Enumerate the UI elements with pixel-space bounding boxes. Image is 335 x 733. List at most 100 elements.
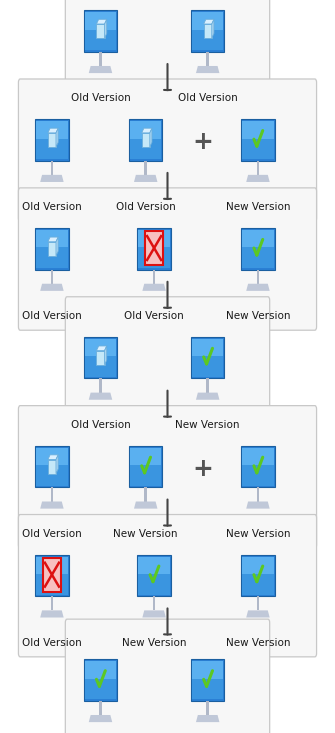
Polygon shape <box>246 501 270 509</box>
Polygon shape <box>48 128 58 133</box>
FancyBboxPatch shape <box>36 139 68 159</box>
FancyBboxPatch shape <box>35 446 69 487</box>
Polygon shape <box>40 175 64 182</box>
FancyBboxPatch shape <box>192 339 223 358</box>
FancyBboxPatch shape <box>48 242 56 256</box>
FancyBboxPatch shape <box>51 161 53 175</box>
FancyBboxPatch shape <box>130 448 161 467</box>
FancyBboxPatch shape <box>36 556 68 575</box>
Polygon shape <box>40 501 64 509</box>
FancyBboxPatch shape <box>48 460 56 474</box>
Polygon shape <box>196 393 219 399</box>
FancyBboxPatch shape <box>51 270 53 284</box>
Polygon shape <box>142 284 166 291</box>
FancyBboxPatch shape <box>18 405 317 548</box>
FancyBboxPatch shape <box>35 228 69 270</box>
FancyBboxPatch shape <box>36 465 68 486</box>
FancyBboxPatch shape <box>138 574 170 594</box>
FancyBboxPatch shape <box>242 556 274 575</box>
FancyBboxPatch shape <box>241 119 275 161</box>
FancyBboxPatch shape <box>51 487 53 501</box>
Text: +: + <box>192 130 213 154</box>
FancyBboxPatch shape <box>257 487 259 501</box>
Polygon shape <box>89 715 112 722</box>
FancyBboxPatch shape <box>242 230 274 249</box>
FancyBboxPatch shape <box>65 619 270 733</box>
Polygon shape <box>56 128 58 147</box>
FancyBboxPatch shape <box>99 701 102 715</box>
Polygon shape <box>40 611 64 617</box>
Polygon shape <box>105 19 107 38</box>
Polygon shape <box>96 19 107 24</box>
FancyBboxPatch shape <box>191 337 224 378</box>
Polygon shape <box>196 66 219 73</box>
FancyBboxPatch shape <box>65 0 270 112</box>
FancyBboxPatch shape <box>85 339 116 358</box>
Text: New Version: New Version <box>226 311 290 321</box>
FancyBboxPatch shape <box>36 574 68 594</box>
FancyBboxPatch shape <box>242 574 274 594</box>
Text: Old Version: Old Version <box>22 528 82 539</box>
FancyBboxPatch shape <box>257 161 259 175</box>
FancyBboxPatch shape <box>242 139 274 159</box>
Polygon shape <box>89 393 112 399</box>
FancyBboxPatch shape <box>144 487 147 501</box>
FancyBboxPatch shape <box>142 133 150 147</box>
Polygon shape <box>142 128 152 133</box>
Text: New Version: New Version <box>122 638 186 647</box>
Polygon shape <box>196 715 219 722</box>
FancyBboxPatch shape <box>85 356 116 377</box>
Polygon shape <box>40 284 64 291</box>
Polygon shape <box>56 237 58 256</box>
FancyBboxPatch shape <box>43 558 61 592</box>
Polygon shape <box>142 611 166 617</box>
Polygon shape <box>134 175 157 182</box>
Text: Old Version: Old Version <box>22 638 82 647</box>
FancyBboxPatch shape <box>153 270 155 284</box>
FancyBboxPatch shape <box>144 161 147 175</box>
Polygon shape <box>150 128 152 147</box>
Polygon shape <box>246 611 270 617</box>
Text: Old Version: Old Version <box>178 93 238 103</box>
FancyBboxPatch shape <box>137 228 171 270</box>
Polygon shape <box>246 175 270 182</box>
Polygon shape <box>212 19 214 38</box>
FancyBboxPatch shape <box>18 515 317 657</box>
Text: Old Version: Old Version <box>116 202 176 212</box>
FancyBboxPatch shape <box>206 52 209 66</box>
FancyBboxPatch shape <box>192 29 223 51</box>
Polygon shape <box>134 501 157 509</box>
FancyBboxPatch shape <box>192 356 223 377</box>
Text: +: + <box>192 457 213 481</box>
FancyBboxPatch shape <box>65 297 270 439</box>
FancyBboxPatch shape <box>241 228 275 270</box>
Text: Old Version: Old Version <box>71 420 130 430</box>
FancyBboxPatch shape <box>84 660 117 701</box>
FancyBboxPatch shape <box>85 661 116 680</box>
FancyBboxPatch shape <box>35 119 69 161</box>
Text: Old Version: Old Version <box>22 202 82 212</box>
FancyBboxPatch shape <box>145 231 163 265</box>
FancyBboxPatch shape <box>36 230 68 249</box>
FancyBboxPatch shape <box>191 10 224 52</box>
Text: New Version: New Version <box>114 528 178 539</box>
Text: Old Version: Old Version <box>71 93 130 103</box>
FancyBboxPatch shape <box>129 446 162 487</box>
FancyBboxPatch shape <box>96 350 105 365</box>
FancyBboxPatch shape <box>242 248 274 268</box>
FancyBboxPatch shape <box>257 270 259 284</box>
FancyBboxPatch shape <box>130 465 161 486</box>
FancyBboxPatch shape <box>129 119 162 161</box>
FancyBboxPatch shape <box>257 596 259 611</box>
FancyBboxPatch shape <box>206 378 209 393</box>
FancyBboxPatch shape <box>192 679 223 699</box>
FancyBboxPatch shape <box>18 188 317 330</box>
Polygon shape <box>89 66 112 73</box>
FancyBboxPatch shape <box>192 12 223 31</box>
Polygon shape <box>96 346 107 350</box>
Text: New Version: New Version <box>226 202 290 212</box>
Polygon shape <box>204 19 214 24</box>
FancyBboxPatch shape <box>191 660 224 701</box>
Polygon shape <box>48 237 58 242</box>
FancyBboxPatch shape <box>130 121 161 140</box>
